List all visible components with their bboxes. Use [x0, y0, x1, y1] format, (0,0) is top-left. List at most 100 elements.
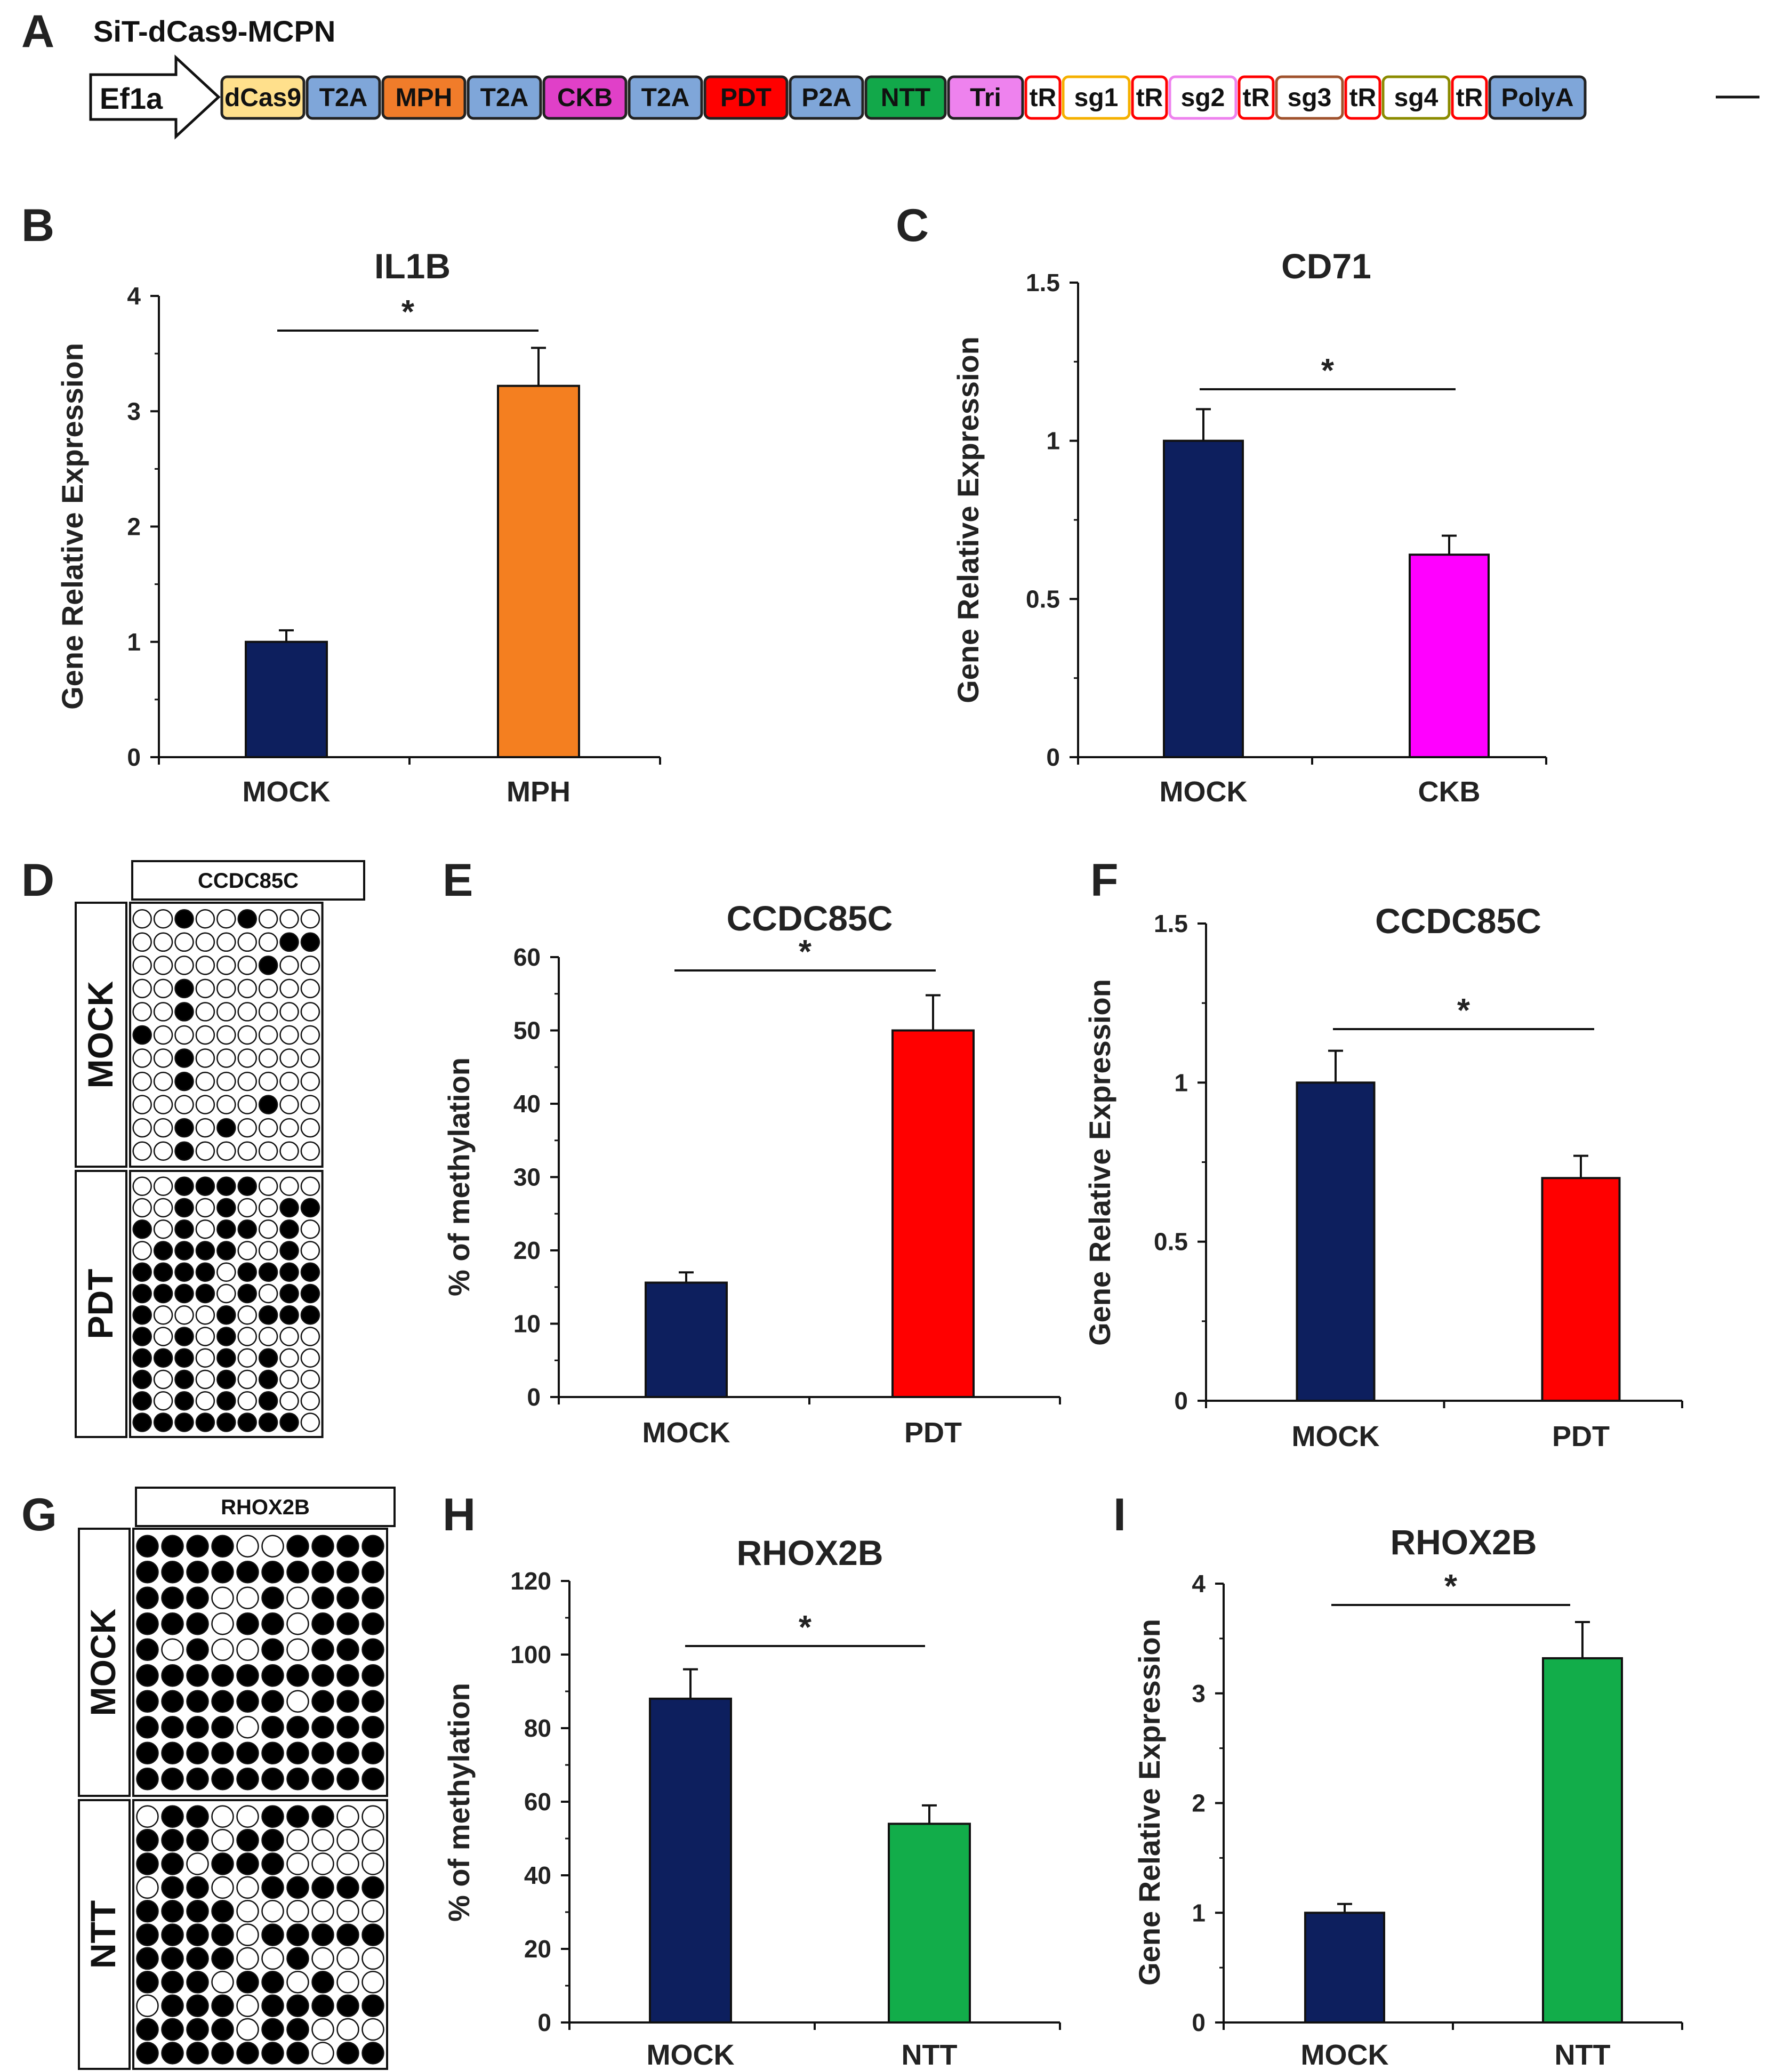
significance-star: *	[1457, 992, 1470, 1029]
unmethylated-cpg	[132, 1176, 152, 1196]
methylated-cpg	[361, 1535, 384, 1558]
methylated-cpg	[261, 1586, 284, 1609]
y-tick-label: 20	[524, 1935, 551, 1963]
methylated-cpg	[186, 1923, 209, 1946]
unmethylated-cpg	[237, 1348, 257, 1368]
unmethylated-cpg	[195, 1095, 215, 1114]
y-tick-label: 0	[527, 1383, 541, 1411]
methylated-cpg	[236, 1828, 259, 1852]
y-axis-label: Gene Relative Expression	[1132, 1619, 1166, 1986]
unmethylated-cpg	[195, 956, 215, 975]
unmethylated-cpg	[153, 1305, 173, 1325]
methylated-cpg	[216, 1305, 236, 1325]
methylated-cpg	[336, 2042, 359, 2065]
methylated-cpg	[279, 932, 299, 952]
methylated-cpg	[186, 2018, 209, 2041]
methylated-cpg	[174, 909, 194, 929]
methylated-cpg	[300, 1305, 320, 1325]
unmethylated-cpg	[216, 1095, 236, 1114]
methylated-cpg	[186, 1586, 209, 1609]
y-tick-label: 120	[510, 1567, 551, 1595]
unmethylated-cpg	[153, 1327, 173, 1346]
methylation-grid-ccdc85c: D CCDC85C MOCK PDT	[21, 855, 365, 1438]
group-label-box	[75, 902, 127, 1168]
chart-ccdc85c-expression: F CCDC85C Gene Relative Expression 0 0.5 1 1.5…	[1083, 855, 1683, 1452]
unmethylated-cpg	[236, 1994, 259, 2017]
methylated-cpg	[161, 2042, 184, 2065]
unmethylated-cpg	[336, 1899, 359, 1923]
construct-segment-label: sg4	[1394, 84, 1439, 112]
methylated-cpg	[236, 1741, 259, 1764]
y-tick-label: 4	[1192, 1570, 1206, 1598]
y-tick-label: 4	[127, 282, 141, 310]
promoter-arrow: Ef1a	[89, 54, 221, 140]
unmethylated-cpg	[236, 1899, 259, 1923]
methylated-cpg	[136, 1971, 159, 1994]
methylated-cpg	[361, 1876, 384, 1899]
methylated-cpg	[161, 1586, 184, 1609]
methylated-cpg	[336, 1768, 359, 1791]
unmethylated-cpg	[132, 1095, 152, 1114]
methylated-cpg	[174, 1048, 194, 1068]
unmethylated-cpg	[258, 1025, 278, 1045]
y-axis-label: Gene Relative Expression	[1083, 979, 1116, 1346]
unmethylated-cpg	[236, 1947, 259, 1970]
unmethylated-cpg	[279, 1327, 299, 1346]
y-tick-label: 1	[1046, 427, 1060, 455]
panel-label-e: E	[443, 855, 473, 906]
unmethylated-cpg	[195, 1118, 215, 1138]
methylated-cpg	[136, 1768, 159, 1791]
methylated-cpg	[211, 1994, 234, 2017]
unmethylated-cpg	[236, 1876, 259, 1899]
unmethylated-cpg	[211, 1876, 234, 1899]
category-label: MOCK	[642, 1417, 730, 1449]
category-label: PDT	[904, 1417, 962, 1449]
grid-gene-label: RHOX2B	[221, 1496, 310, 1519]
construct-segment	[220, 75, 306, 120]
unmethylated-cpg	[300, 956, 320, 975]
methylated-cpg	[174, 1391, 194, 1411]
methylated-cpg	[236, 1690, 259, 1713]
unmethylated-cpg	[237, 932, 257, 952]
unmethylated-cpg	[153, 932, 173, 952]
methylated-cpg	[361, 1690, 384, 1713]
methylated-cpg	[336, 1923, 359, 1946]
y-tick-label: 0.5	[1026, 585, 1060, 613]
unmethylated-cpg	[300, 1369, 320, 1390]
unmethylated-cpg	[286, 1612, 309, 1635]
unmethylated-cpg	[300, 1412, 320, 1432]
methylated-cpg	[237, 1176, 257, 1196]
methylated-cpg	[132, 1219, 152, 1239]
unmethylated-cpg	[286, 1690, 309, 1713]
methylated-cpg	[161, 1971, 184, 1994]
methylated-cpg	[311, 1971, 334, 1994]
methylated-cpg	[211, 1690, 234, 1713]
unmethylated-cpg	[236, 1716, 259, 1739]
methylated-cpg	[132, 1391, 152, 1411]
unmethylated-cpg	[195, 978, 215, 999]
construct-segment-label: sg1	[1074, 84, 1119, 112]
unmethylated-cpg	[216, 1283, 236, 1304]
unmethylated-cpg	[361, 1805, 384, 1828]
unmethylated-cpg	[286, 1586, 309, 1609]
methylated-cpg	[311, 1561, 334, 1584]
methylated-cpg	[261, 1994, 284, 2017]
unmethylated-cpg	[174, 932, 194, 952]
category-label: NTT	[1555, 2039, 1611, 2071]
methylated-cpg	[161, 1612, 184, 1635]
unmethylated-cpg	[237, 1002, 257, 1022]
unmethylated-cpg	[258, 1118, 278, 1138]
unmethylated-cpg	[311, 1899, 334, 1923]
bar-mock	[649, 1697, 732, 2024]
methylated-cpg	[361, 1586, 384, 1609]
methylated-cpg	[161, 1741, 184, 1764]
methylated-cpg	[174, 1412, 194, 1432]
unmethylated-cpg	[132, 1002, 152, 1022]
methylated-cpg	[211, 1561, 234, 1584]
methylated-cpg	[311, 1535, 334, 1558]
methylated-cpg	[153, 1262, 173, 1282]
methylated-cpg	[237, 1412, 257, 1432]
methylated-cpg	[132, 1305, 152, 1325]
methylated-cpg	[286, 1535, 309, 1558]
